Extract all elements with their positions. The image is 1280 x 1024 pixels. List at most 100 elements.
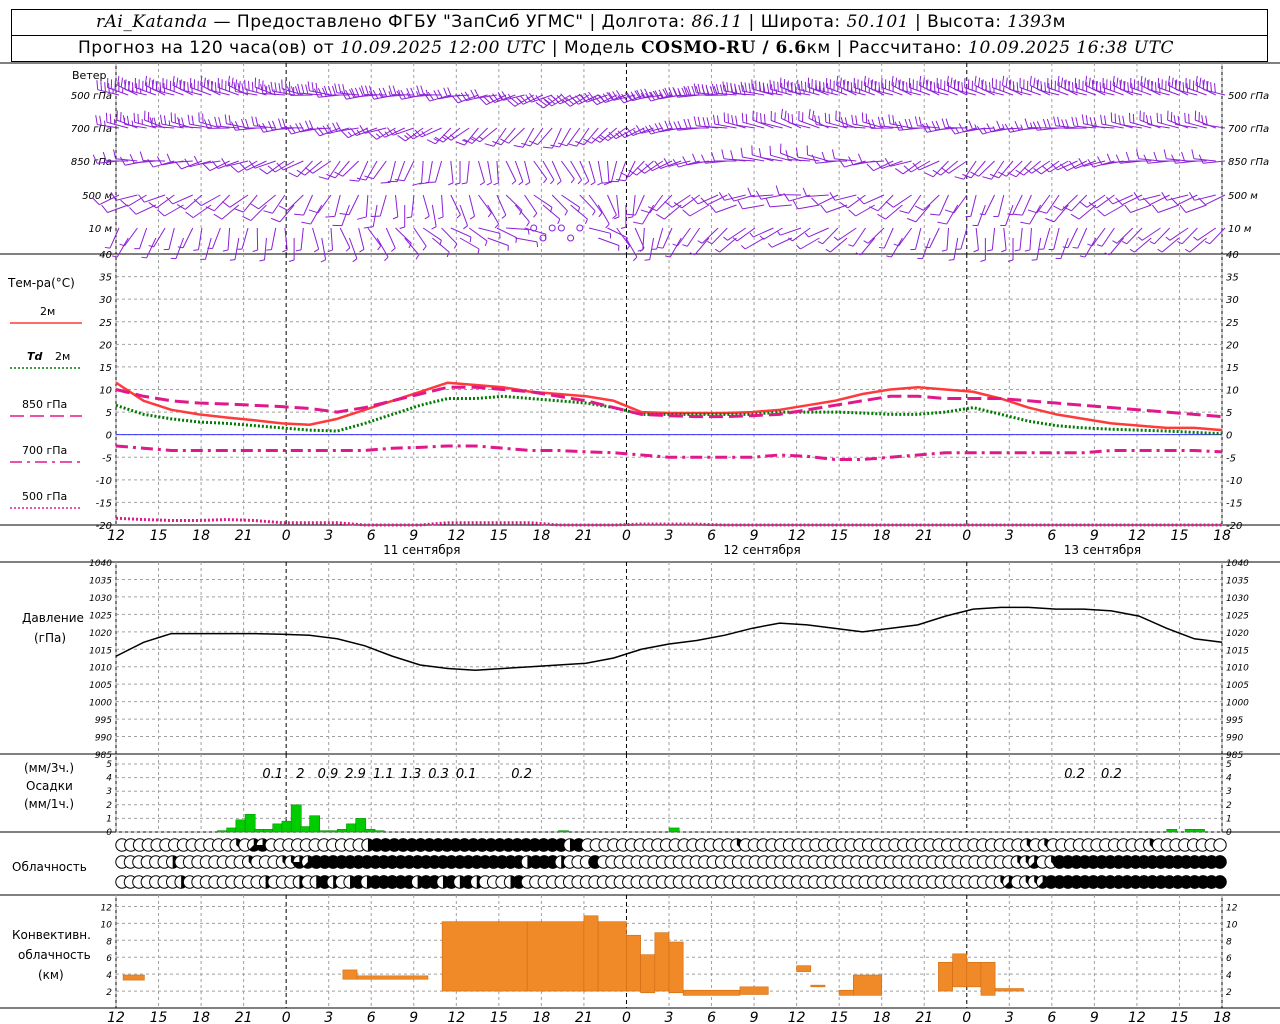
wind-barb-staff — [752, 119, 774, 129]
wind-barb-feather — [762, 82, 766, 93]
convective-bar — [654, 932, 670, 992]
wind-barb-staff — [1003, 227, 1007, 250]
wind-barb-half-feather — [352, 258, 358, 263]
wind-barb-feather — [730, 150, 734, 160]
wind-barb-staff — [867, 227, 885, 244]
wind-barb-feather — [443, 134, 452, 141]
wind-barb-staff — [771, 237, 793, 248]
wind-barb-feather — [1161, 192, 1168, 201]
wind-barb — [608, 160, 627, 183]
wind-barb-half-feather — [1177, 240, 1183, 245]
wind-barb-feather — [1188, 113, 1190, 124]
wind-barb-feather — [1124, 204, 1131, 213]
wind-barb-feather — [1088, 202, 1097, 209]
wind-barb-feather — [640, 209, 651, 214]
wind-barb — [434, 127, 461, 143]
wind-barb-half-feather — [415, 254, 420, 260]
wind-barb-half-feather — [384, 256, 389, 262]
wind-barb — [359, 125, 387, 134]
precip-bar — [309, 815, 321, 833]
wind-barb — [840, 117, 866, 129]
wind-barb-half-feather — [650, 91, 654, 97]
wind-barb-feather — [1125, 151, 1130, 162]
wind-barb-feather — [562, 99, 571, 107]
wind-barb-staff — [628, 160, 645, 178]
hour-label: 18 — [192, 528, 210, 544]
wind-barb — [747, 187, 774, 198]
wind-barb-feather — [924, 172, 934, 178]
hour-label-bottom: 0 — [282, 1010, 291, 1024]
wind-barb-staff — [221, 204, 240, 220]
wind-barb-feather — [159, 114, 163, 125]
wind-barb-staff — [435, 160, 443, 183]
wind-barb — [664, 194, 691, 208]
wind-barb — [591, 127, 618, 143]
wind-barb-feather — [624, 92, 632, 101]
wind-barb-feather — [760, 113, 762, 123]
wind-barb-half-feather — [1121, 240, 1127, 245]
wind-barb-half-feather — [375, 133, 381, 138]
wind-barb — [304, 160, 332, 174]
wind-barb — [514, 204, 530, 227]
wind-barb-feather — [953, 80, 956, 90]
wind-barb-feather — [797, 79, 799, 90]
wind-barb-half-feather — [893, 243, 899, 247]
wind-barb-feather — [1142, 197, 1151, 205]
wind-barb — [740, 147, 765, 162]
cloud-fill-full — [1213, 855, 1227, 869]
wind-barb-feather — [1140, 75, 1143, 86]
wind-barb — [525, 93, 553, 103]
wind-barb — [230, 160, 258, 173]
precip-tick-left: 4 — [106, 774, 112, 784]
wind-barb-feather — [1013, 213, 1023, 216]
wind-barb — [804, 227, 829, 238]
wind-level-right: 500 гПа — [1228, 91, 1269, 102]
wind-barb-feather — [519, 95, 528, 103]
wind-barb-feather — [278, 118, 282, 128]
wind-barb-feather — [884, 158, 891, 167]
wind-barb — [787, 113, 811, 129]
precip-bar — [1166, 829, 1178, 833]
wind-barb-feather — [706, 117, 710, 127]
wind-barb-feather — [488, 94, 496, 103]
wind-barb — [551, 160, 562, 185]
wind-barb — [134, 77, 157, 96]
wind-barb-feather — [412, 182, 422, 186]
wind-barb — [869, 194, 894, 212]
wind-barb-staff — [915, 227, 922, 250]
wind-barb-feather — [1007, 172, 1017, 178]
wind-barb-half-feather — [1104, 252, 1110, 256]
altitude-unit: м — [1052, 12, 1066, 32]
wind-barb-feather — [932, 169, 942, 176]
wind-barb-staff — [760, 194, 783, 200]
wind-barb — [1167, 110, 1189, 129]
wind-barb — [1097, 204, 1124, 217]
wind-barb-feather — [583, 138, 592, 144]
wind-barb-feather — [697, 116, 701, 127]
wind-barb — [1061, 119, 1087, 129]
wind-barb-half-feather — [168, 120, 171, 126]
wind-barb — [166, 153, 193, 164]
wind-barb — [787, 227, 811, 242]
wind-barb-feather — [1153, 151, 1158, 162]
wind-barb-staff — [883, 227, 894, 249]
wind-barb-staff — [570, 204, 588, 220]
wind-barb — [1000, 204, 1014, 227]
wind-barb — [635, 125, 663, 134]
wind-barb — [903, 160, 931, 173]
wind-barb-feather — [1195, 75, 1198, 86]
wind-barb-feather — [997, 171, 1007, 177]
wind-barb-feather — [1210, 82, 1212, 92]
wind-barb-staff — [697, 194, 719, 205]
wind-barb — [580, 91, 608, 103]
precip-bar — [244, 814, 256, 833]
wind-barb-feather — [414, 129, 422, 138]
wind-barb-staff — [272, 194, 286, 214]
wind-barb — [542, 127, 562, 149]
wind-barb-feather — [741, 112, 744, 123]
wind-barb — [833, 227, 857, 241]
wind-barb-staff — [1101, 227, 1115, 247]
wind-barb-feather — [1053, 116, 1057, 126]
wind-barb-feather — [102, 151, 107, 162]
